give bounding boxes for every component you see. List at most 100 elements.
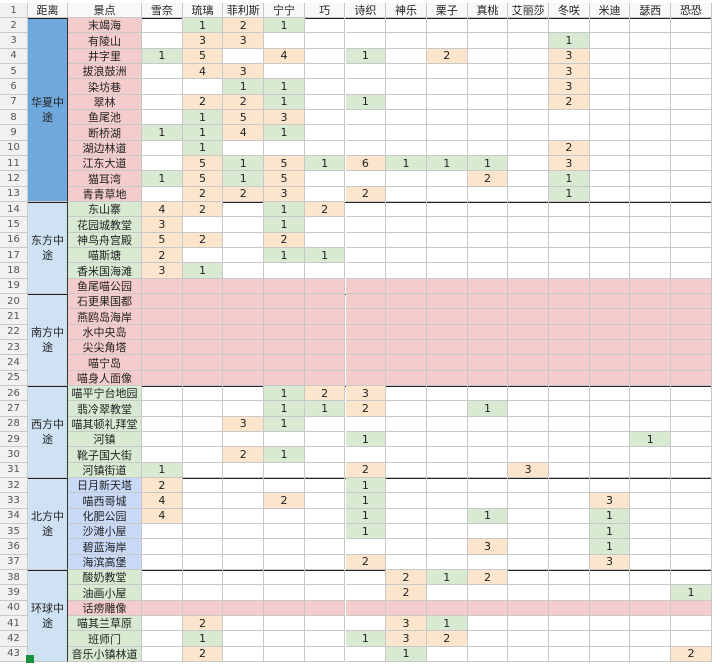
value-cell[interactable] (142, 432, 183, 448)
value-cell[interactable] (549, 600, 590, 616)
value-cell[interactable] (223, 524, 265, 540)
value-cell[interactable] (182, 524, 224, 540)
value-cell[interactable] (304, 33, 346, 49)
value-cell[interactable] (182, 554, 224, 570)
column-header[interactable]: 距离 (28, 3, 68, 18)
value-cell[interactable] (549, 401, 590, 417)
value-cell[interactable] (508, 217, 549, 233)
spot-name[interactable]: 海滨高堡 (68, 554, 142, 570)
row-number[interactable]: 4 (0, 48, 28, 64)
value-cell[interactable] (426, 309, 468, 325)
value-cell[interactable] (671, 355, 712, 371)
value-cell[interactable] (671, 570, 712, 586)
value-cell[interactable] (630, 186, 672, 202)
value-cell[interactable] (142, 570, 183, 586)
value-cell[interactable]: 4 (223, 125, 265, 141)
value-cell[interactable]: 3 (223, 416, 265, 432)
value-cell[interactable] (142, 79, 183, 95)
value-cell[interactable] (386, 370, 427, 386)
value-cell[interactable] (630, 156, 672, 172)
value-cell[interactable] (142, 554, 183, 570)
value-cell[interactable] (264, 294, 305, 310)
value-cell[interactable] (304, 278, 346, 294)
value-cell[interactable] (426, 585, 468, 601)
value-cell[interactable] (589, 248, 631, 264)
value-cell[interactable]: 1 (589, 508, 631, 524)
value-cell[interactable]: 2 (345, 186, 387, 202)
row-number[interactable]: 12 (0, 171, 28, 187)
distance-cell[interactable]: 华夏中途 (28, 18, 68, 202)
value-cell[interactable] (589, 64, 631, 80)
row-number[interactable]: 19 (0, 278, 28, 294)
value-cell[interactable] (589, 447, 631, 463)
value-cell[interactable] (467, 217, 509, 233)
value-cell[interactable]: 1 (345, 508, 387, 524)
value-cell[interactable] (630, 202, 672, 218)
value-cell[interactable]: 4 (142, 493, 183, 509)
value-cell[interactable] (386, 217, 427, 233)
value-cell[interactable] (345, 447, 387, 463)
row-number[interactable]: 5 (0, 64, 28, 80)
value-cell[interactable] (589, 600, 631, 616)
value-cell[interactable] (549, 278, 590, 294)
row-number[interactable]: 9 (0, 125, 28, 141)
value-cell[interactable] (671, 171, 712, 187)
value-cell[interactable] (264, 263, 305, 279)
row-number[interactable]: 2 (0, 18, 28, 34)
row-number[interactable]: 27 (0, 401, 28, 417)
row-number[interactable]: 26 (0, 386, 28, 402)
value-cell[interactable] (671, 186, 712, 202)
value-cell[interactable] (589, 355, 631, 371)
value-cell[interactable] (345, 33, 387, 49)
row-number[interactable]: 34 (0, 508, 28, 524)
value-cell[interactable]: 1 (223, 171, 265, 187)
value-cell[interactable]: 5 (182, 156, 224, 172)
spot-name[interactable]: 东山寨 (68, 202, 142, 218)
value-cell[interactable] (345, 340, 387, 356)
value-cell[interactable] (426, 462, 468, 478)
value-cell[interactable] (589, 278, 631, 294)
value-cell[interactable]: 3 (589, 554, 631, 570)
value-cell[interactable] (304, 171, 346, 187)
row-number[interactable]: 38 (0, 570, 28, 586)
value-cell[interactable]: 5 (264, 156, 305, 172)
value-cell[interactable]: 1 (264, 447, 305, 463)
spot-name[interactable]: 井字里 (68, 48, 142, 64)
value-cell[interactable] (549, 125, 590, 141)
value-cell[interactable]: 5 (264, 171, 305, 187)
value-cell[interactable] (386, 294, 427, 310)
value-cell[interactable] (182, 324, 224, 340)
value-cell[interactable] (345, 646, 387, 662)
value-cell[interactable] (345, 18, 387, 34)
value-cell[interactable] (386, 202, 427, 218)
value-cell[interactable] (386, 462, 427, 478)
value-cell[interactable] (223, 263, 265, 279)
value-cell[interactable] (589, 370, 631, 386)
value-cell[interactable] (264, 340, 305, 356)
value-cell[interactable]: 1 (182, 631, 224, 647)
value-cell[interactable]: 1 (264, 125, 305, 141)
value-cell[interactable] (589, 585, 631, 601)
value-cell[interactable]: 2 (264, 493, 305, 509)
distance-cell[interactable]: 环球中途 (28, 570, 68, 662)
value-cell[interactable] (264, 64, 305, 80)
value-cell[interactable] (182, 570, 224, 586)
value-cell[interactable] (671, 156, 712, 172)
value-cell[interactable] (630, 324, 672, 340)
value-cell[interactable] (589, 631, 631, 647)
value-cell[interactable] (386, 478, 427, 494)
value-cell[interactable] (386, 340, 427, 356)
value-cell[interactable] (264, 478, 305, 494)
row-number[interactable]: 43 (0, 646, 28, 662)
value-cell[interactable]: 2 (182, 186, 224, 202)
value-cell[interactable] (630, 600, 672, 616)
value-cell[interactable] (386, 79, 427, 95)
value-cell[interactable] (671, 248, 712, 264)
value-cell[interactable] (467, 585, 509, 601)
value-cell[interactable] (426, 508, 468, 524)
value-cell[interactable] (508, 432, 549, 448)
value-cell[interactable] (589, 217, 631, 233)
value-cell[interactable]: 1 (142, 462, 183, 478)
value-cell[interactable] (142, 110, 183, 126)
value-cell[interactable] (223, 309, 265, 325)
